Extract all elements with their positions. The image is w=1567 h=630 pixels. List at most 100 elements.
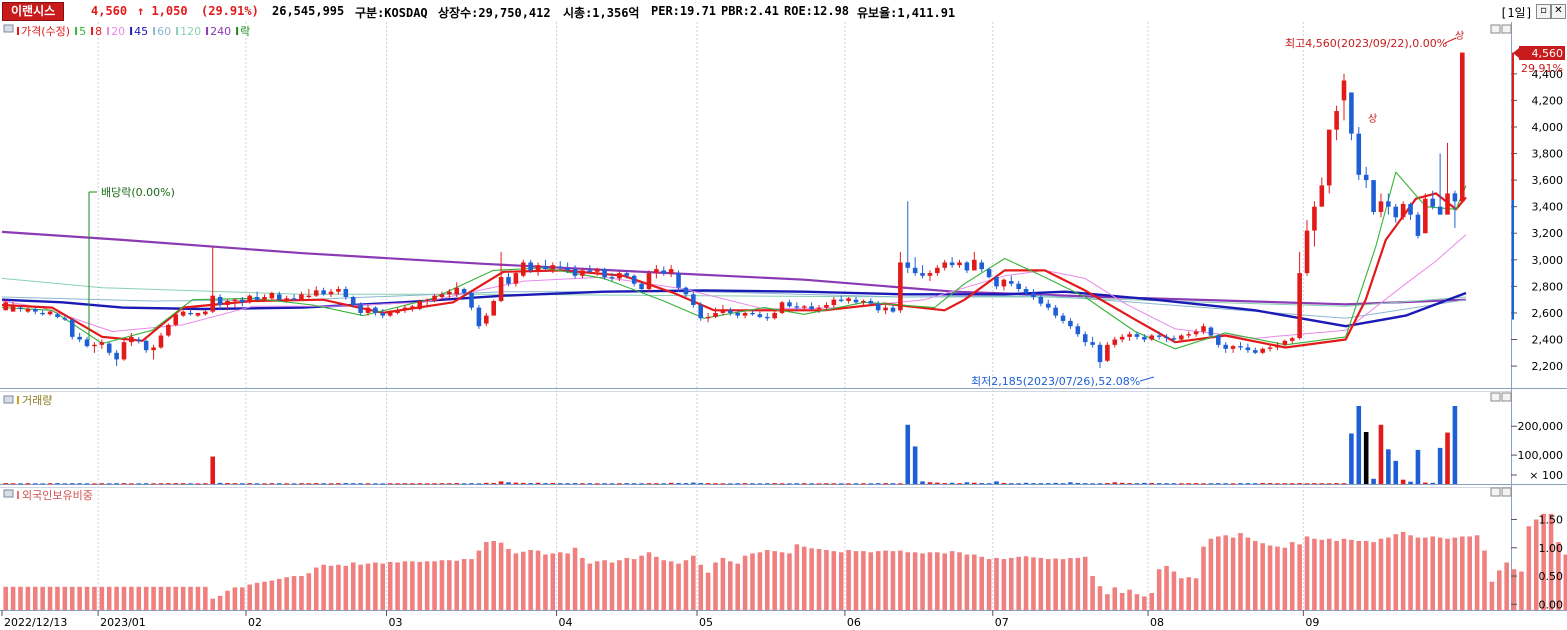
foreign-ratio-bar [779,552,785,610]
foreign-ratio-bar [1112,587,1118,610]
legend-item-60[interactable]: 60 [157,25,171,38]
candle [1134,331,1140,340]
pane-close-icon[interactable] [1501,487,1512,497]
pane-close-icon[interactable] [1501,24,1512,34]
candle [853,297,859,304]
volume-bar [875,483,881,485]
foreign-ratio-bar [1400,531,1406,610]
candle [513,270,519,287]
stock-name[interactable]: 이랜시스 [2,2,65,21]
price: 4,560 [91,4,128,18]
pane-maximize-icon[interactable] [1490,487,1501,497]
foreign-ratio-bar [1430,536,1436,610]
candle [535,262,541,276]
volume-bar [1238,483,1243,485]
foreign-ratio-bar [1223,535,1228,610]
candle [972,251,977,271]
foreign-ratio-bar [276,578,282,610]
volume-bar [698,483,704,485]
legend-item-20[interactable]: 20 [111,25,125,38]
foreign-ratio-bar [461,559,467,610]
volume-bar [358,483,363,485]
foreign-ratio-bar [328,565,334,610]
foreign-ratio-bar [949,551,955,610]
foreign-ratio-bar [1193,578,1199,610]
candle [84,336,90,348]
pane-maximize-icon[interactable] [1490,24,1501,34]
legend-item-5[interactable]: 5 [79,25,86,38]
candle [410,304,415,312]
volume-bar [1430,482,1436,484]
candle [232,298,238,308]
foreign-ratio-bar [269,580,275,610]
pane-close-icon[interactable] [1501,392,1512,402]
candle [276,291,282,301]
legend-item-8[interactable]: 8 [95,25,102,38]
legend-item-120[interactable]: 120 [180,25,201,38]
foreign-ratio-bar [1289,542,1295,610]
foreign-ratio-bar [254,582,260,610]
pane-menu-icon[interactable] [3,24,14,33]
volume-bar [210,456,216,484]
candle [358,302,363,316]
foreign-ratio-bar [18,586,23,610]
volume-bar [254,483,260,485]
restore-window-button[interactable]: ▫ [1536,4,1551,19]
foreign-ratio-bar [1038,557,1044,610]
foreign-ratio-bar [728,561,733,610]
candle [69,318,75,340]
legend-item-240[interactable]: 240 [210,25,231,38]
candle [99,339,105,349]
foreign-ratio-bar [151,586,156,610]
legend-item-45[interactable]: 45 [134,25,148,38]
volume-bar [1400,479,1406,484]
close-window-button[interactable]: ✕ [1551,4,1566,19]
candle [905,201,911,274]
foreign-ratio-bar [136,586,142,610]
candle [262,294,267,301]
volume-bar [1164,483,1169,485]
foreign-ratio-bar [580,557,585,610]
candle [299,291,304,300]
candle [240,297,245,307]
legend-swatch [236,27,239,35]
volume-pane-title: 거래량 [22,394,52,407]
volume-bar [47,483,53,485]
volume-bar [890,483,896,485]
candle [1164,334,1169,343]
foreign-ratio-bar [1008,557,1014,610]
foreign-tick-label: 0.50 [1539,570,1564,583]
volume-bar [994,481,999,484]
candle [1452,190,1458,228]
pane-menu-icon[interactable] [3,395,14,404]
period-selector[interactable]: [1일] [1500,6,1533,20]
foreign-ratio-bar [1496,570,1502,610]
foreign-ratio-bars [3,513,1567,610]
legend-item-락[interactable]: 락 [240,25,250,38]
chart-panes[interactable]: 2,200 2,400 2,600 2,800 3,000 3,200 3,400 3,600… [0,22,1567,630]
x-tick-label: 02 [248,616,262,629]
foreign-ratio-bar [247,584,252,610]
candle [691,291,696,308]
candle [1149,334,1155,341]
candle [55,312,60,319]
candle [447,289,452,299]
foreign-ratio-bar [868,552,874,610]
foreign-ratio-bar [47,586,53,610]
candle [77,332,82,343]
pane-maximize-icon[interactable] [1490,392,1501,402]
candle [1112,336,1118,348]
volume-bar [594,483,600,485]
volume-bar [824,483,829,485]
foreign-ratio-bar [1119,593,1125,610]
foreign-ratio-bar [1423,537,1428,610]
pane-menu-icon[interactable] [3,489,14,498]
volume-bar [1171,483,1177,485]
volume-bar [232,483,238,485]
volume-bar [935,482,940,484]
candle [1201,323,1206,335]
foreign-ratio-bar [365,563,371,610]
price-range-bar [1512,200,1514,320]
foreign-ratio-bar [321,564,326,610]
legend-item-가격(수정)[interactable]: 가격(수정) [21,25,70,38]
